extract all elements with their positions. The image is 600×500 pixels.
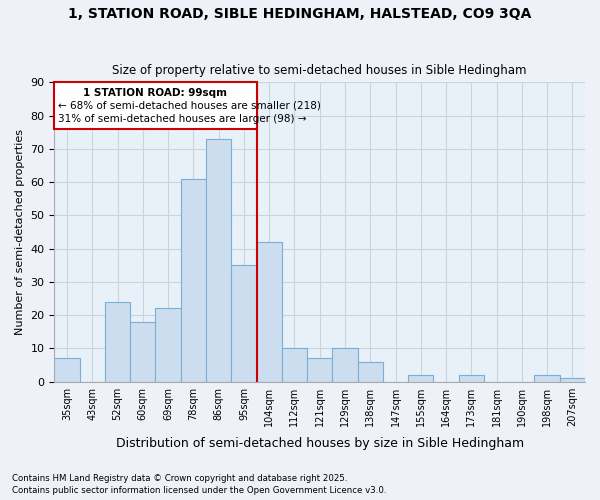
- Bar: [155, 308, 181, 382]
- Bar: [358, 362, 383, 382]
- Bar: [231, 266, 257, 382]
- Bar: [282, 348, 307, 382]
- Bar: [55, 358, 80, 382]
- Text: 1, STATION ROAD, SIBLE HEDINGHAM, HALSTEAD, CO9 3QA: 1, STATION ROAD, SIBLE HEDINGHAM, HALSTE…: [68, 8, 532, 22]
- Text: 1 STATION ROAD: 99sqm: 1 STATION ROAD: 99sqm: [83, 88, 227, 99]
- Bar: [560, 378, 585, 382]
- Bar: [307, 358, 332, 382]
- Bar: [535, 375, 560, 382]
- Text: ← 68% of semi-detached houses are smaller (218): ← 68% of semi-detached houses are smalle…: [58, 100, 321, 110]
- Text: 31% of semi-detached houses are larger (98) →: 31% of semi-detached houses are larger (…: [58, 114, 307, 124]
- Bar: [332, 348, 358, 382]
- Y-axis label: Number of semi-detached properties: Number of semi-detached properties: [15, 129, 25, 335]
- Text: Contains HM Land Registry data © Crown copyright and database right 2025.
Contai: Contains HM Land Registry data © Crown c…: [12, 474, 386, 495]
- Bar: [130, 322, 155, 382]
- Bar: [181, 179, 206, 382]
- Bar: [458, 375, 484, 382]
- Bar: [105, 302, 130, 382]
- X-axis label: Distribution of semi-detached houses by size in Sible Hedingham: Distribution of semi-detached houses by …: [116, 437, 524, 450]
- FancyBboxPatch shape: [55, 82, 257, 129]
- Bar: [206, 139, 231, 382]
- Title: Size of property relative to semi-detached houses in Sible Hedingham: Size of property relative to semi-detach…: [112, 64, 527, 77]
- Bar: [408, 375, 433, 382]
- Bar: [257, 242, 282, 382]
